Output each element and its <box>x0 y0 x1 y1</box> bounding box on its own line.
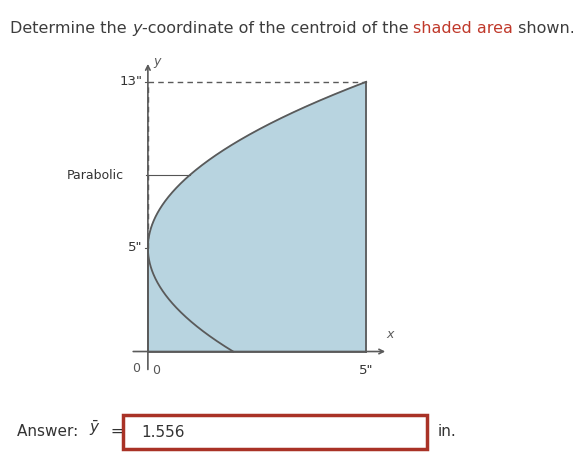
Text: 1.556: 1.556 <box>142 425 185 440</box>
Text: shown.: shown. <box>513 21 573 36</box>
Text: Answer:: Answer: <box>17 424 83 438</box>
Text: -coordinate of the centroid of the: -coordinate of the centroid of the <box>142 21 413 36</box>
Text: shaded area: shaded area <box>413 21 513 36</box>
Text: 5": 5" <box>128 241 143 254</box>
Text: x: x <box>387 328 394 341</box>
Text: Parabolic: Parabolic <box>66 169 124 182</box>
Text: in.: in. <box>437 424 456 438</box>
Text: Determine the: Determine the <box>10 21 132 36</box>
Text: y: y <box>132 21 142 36</box>
Text: 0: 0 <box>152 364 160 377</box>
Text: 0: 0 <box>132 361 140 375</box>
Text: 13": 13" <box>120 75 143 89</box>
Polygon shape <box>148 82 366 351</box>
Text: 5": 5" <box>359 364 374 377</box>
Text: =: = <box>106 424 124 438</box>
Text: y: y <box>153 54 160 68</box>
Text: $\bar{y}$: $\bar{y}$ <box>89 419 100 438</box>
